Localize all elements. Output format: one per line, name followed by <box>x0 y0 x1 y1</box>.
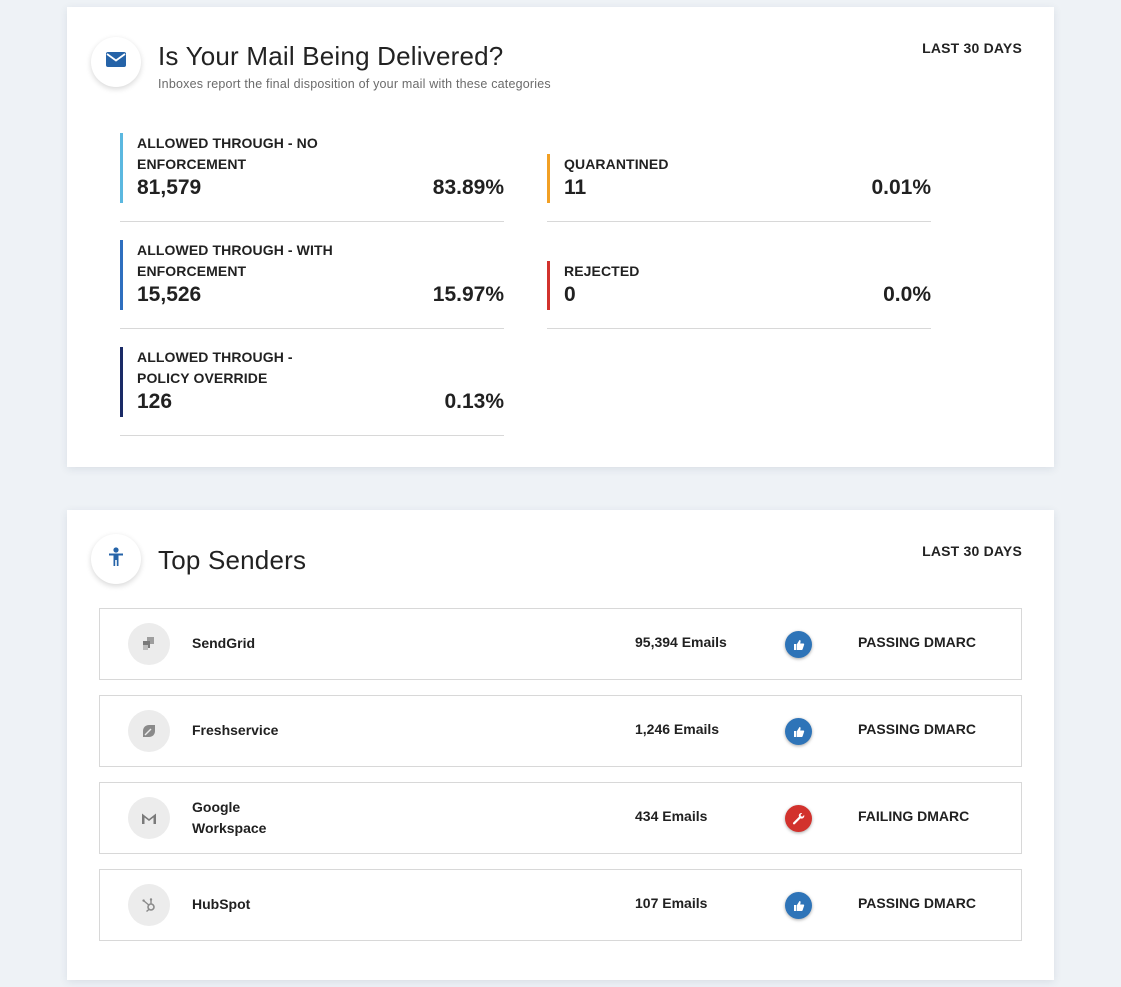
stat-policy-override: ALLOWED THROUGH - POLICY OVERRIDE 126 0.… <box>120 347 504 436</box>
delivery-header-badge <box>91 37 141 87</box>
sendgrid-logo-icon <box>128 623 170 665</box>
stat-percent: 83.89% <box>432 176 504 199</box>
stat-label: ALLOWED THROUGH - POLICY OVERRIDE <box>137 349 293 386</box>
stat-label: REJECTED <box>564 263 640 279</box>
sender-email-count: 434 Emails <box>635 808 708 824</box>
sender-row-freshservice[interactable]: Freshservice 1,246 Emails PASSING DMARC <box>99 695 1022 767</box>
stat-color-bar <box>547 154 550 203</box>
dmarc-status: FAILING DMARC <box>858 808 970 824</box>
dmarc-status: PASSING DMARC <box>858 634 976 650</box>
stat-percent: 15.97% <box>432 283 504 306</box>
delivery-card: Is Your Mail Being Delivered? Inboxes re… <box>67 7 1054 467</box>
thumbs-up-icon <box>785 718 812 745</box>
stat-label: ALLOWED THROUGH - WITH ENFORCEMENT <box>137 242 333 279</box>
stat-with-enforcement: ALLOWED THROUGH - WITH ENFORCEMENT 15,52… <box>120 240 504 329</box>
sender-name: HubSpot <box>192 896 251 912</box>
sender-name: SendGrid <box>192 635 256 651</box>
stat-no-enforcement: ALLOWED THROUGH - NO ENFORCEMENT 81,579 … <box>120 133 504 222</box>
stat-percent: 0.01% <box>871 176 931 199</box>
thumbs-up-icon <box>785 892 812 919</box>
top-senders-card: Top Senders LAST 30 DAYS SendGrid 95,394… <box>67 510 1054 980</box>
stat-color-bar <box>120 240 123 310</box>
delivery-range-label: LAST 30 DAYS <box>922 40 1022 56</box>
stat-percent: 0.13% <box>444 390 504 413</box>
stat-count: 15,526 <box>137 283 202 306</box>
sender-row-hubspot[interactable]: HubSpot 107 Emails PASSING DMARC <box>99 869 1022 941</box>
delivery-subtitle: Inboxes report the final disposition of … <box>158 77 551 91</box>
dmarc-status: PASSING DMARC <box>858 721 976 737</box>
dmarc-status: PASSING DMARC <box>858 895 976 911</box>
wrench-icon <box>785 805 812 832</box>
stat-count: 0 <box>564 283 576 306</box>
hubspot-logo-icon <box>128 884 170 926</box>
freshservice-logo-icon <box>128 710 170 752</box>
senders-header-badge <box>91 534 141 584</box>
stat-color-bar <box>120 347 123 417</box>
stat-count: 126 <box>137 390 173 413</box>
envelope-icon <box>106 52 126 72</box>
sender-email-count: 95,394 Emails <box>635 634 727 650</box>
stat-label: ALLOWED THROUGH - NO ENFORCEMENT <box>137 135 318 172</box>
sender-email-count: 107 Emails <box>635 895 708 911</box>
gmail-logo-icon <box>128 797 170 839</box>
stat-rejected: REJECTED 0 0.0% <box>547 240 931 329</box>
stat-quarantined: QUARANTINED 11 0.01% <box>547 133 931 222</box>
senders-range-label: LAST 30 DAYS <box>922 543 1022 559</box>
stat-count: 81,579 <box>137 176 202 199</box>
stat-color-bar <box>547 261 550 310</box>
sender-row-google-workspace[interactable]: Google Workspace 434 Emails FAILING DMAR… <box>99 782 1022 854</box>
sender-email-count: 1,246 Emails <box>635 721 720 737</box>
sender-name: Google Workspace <box>192 799 267 836</box>
person-icon <box>108 546 124 572</box>
stat-count: 11 <box>564 176 587 199</box>
thumbs-up-icon <box>785 631 812 658</box>
sender-row-sendgrid[interactable]: SendGrid 95,394 Emails PASSING DMARC <box>99 608 1022 680</box>
sender-name: Freshservice <box>192 722 279 738</box>
stat-color-bar <box>120 133 123 203</box>
stat-label: QUARANTINED <box>564 156 669 172</box>
delivery-title: Is Your Mail Being Delivered? <box>158 41 504 71</box>
stat-percent: 0.0% <box>883 283 931 306</box>
senders-title: Top Senders <box>158 545 307 575</box>
